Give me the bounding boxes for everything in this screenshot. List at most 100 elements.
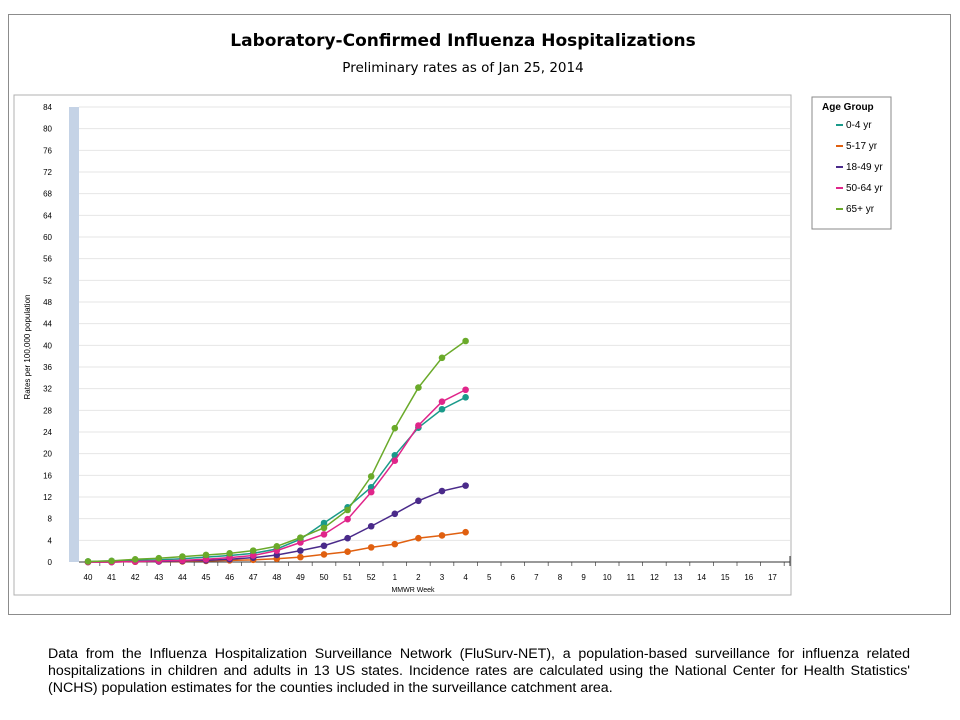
legend-title: Age Group: [822, 102, 874, 113]
legend-items: 0-4 yr 5-17 yr 18-49 yr 50-64 yr 65+ yr: [836, 120, 883, 215]
data-point: [367, 522, 375, 530]
data-point: [462, 528, 469, 536]
y-tick-label: 76: [43, 146, 52, 155]
series-65-yr: [84, 337, 469, 565]
data-point: [320, 551, 328, 558]
x-tick-label: 3: [440, 573, 445, 582]
data-point: [344, 506, 351, 514]
x-tick-label: 48: [272, 573, 281, 582]
x-tick-label: 11: [627, 573, 636, 582]
data-point: [415, 422, 422, 429]
chart-title: Laboratory-Confirmed Influenza Hospitali…: [230, 31, 696, 51]
x-axis-ticks: 40 41 42 43 44 45 46 47 48 49 50 51 52 1 2 3 4 5 6 7 8 9 10 11 1…: [84, 562, 785, 582]
data-point: [297, 553, 304, 561]
data-point: [84, 558, 92, 565]
data-point: [438, 487, 446, 495]
x-tick-label: 41: [107, 573, 116, 582]
x-tick-label: 40: [84, 573, 93, 582]
y-tick-label: 0: [48, 558, 53, 567]
data-point: [462, 394, 469, 401]
y-tick-label: 52: [43, 276, 52, 285]
series-group: [84, 337, 469, 566]
data-point: [320, 531, 328, 538]
legend-box: [811, 96, 892, 230]
y-tick-label: 8: [48, 515, 53, 524]
data-point: [249, 552, 257, 559]
x-tick-label: 44: [178, 573, 187, 582]
data-point: [344, 534, 351, 542]
x-tick-label: 13: [674, 573, 683, 582]
data-point: [391, 457, 399, 465]
legend-item-label: 18-49 yr: [846, 162, 883, 173]
data-point: [391, 540, 399, 548]
legend: Age Group 0-4 yr 5-17 yr 18-49 yr 50-64 yr 6…: [811, 96, 892, 230]
x-tick-label: 46: [225, 573, 234, 582]
grid: [79, 106, 790, 541]
data-point: [202, 551, 210, 559]
x-tick-label: 50: [320, 573, 329, 582]
y-axis-label: Rates per 100,000 population: [23, 295, 32, 400]
data-point: [367, 544, 375, 551]
data-point: [297, 539, 304, 546]
x-tick-label: 52: [367, 573, 376, 582]
data-point: [344, 548, 351, 556]
data-point: [438, 354, 446, 362]
x-tick-label: 7: [534, 573, 539, 582]
x-tick-label: 9: [581, 573, 586, 582]
data-point: [320, 524, 328, 532]
legend-item-label: 0-4 yr: [846, 120, 872, 131]
data-point: [367, 473, 375, 480]
x-tick-label: 10: [603, 573, 612, 582]
y-tick-label: 64: [43, 211, 52, 220]
data-point: [391, 424, 399, 432]
y-tick-label: 20: [43, 450, 52, 459]
data-point: [344, 515, 351, 523]
legend-item-label: 5-17 yr: [846, 141, 878, 152]
caption: Data from the Influenza Hospitalization …: [48, 646, 910, 696]
data-point: [108, 557, 115, 565]
y-tick-label: 44: [43, 320, 52, 329]
x-tick-label: 8: [558, 573, 563, 582]
x-tick-label: 17: [768, 573, 777, 582]
data-point: [391, 510, 399, 518]
x-tick-label: 1: [393, 573, 398, 582]
y-tick-label: 16: [43, 471, 52, 480]
y-tick-label: 12: [43, 493, 52, 502]
y-tick-label: 72: [43, 168, 52, 177]
y-tick-label: 48: [43, 298, 52, 307]
data-point: [226, 550, 233, 557]
x-tick-label: 5: [487, 573, 492, 582]
data-point: [462, 337, 469, 345]
x-tick-label: 15: [721, 573, 730, 582]
data-point: [155, 554, 163, 562]
x-tick-label: 14: [697, 573, 706, 582]
data-point: [297, 534, 304, 541]
x-tick-label: 51: [343, 573, 352, 582]
x-tick-label: 42: [131, 573, 140, 582]
x-tick-label: 45: [202, 573, 211, 582]
data-point: [415, 497, 422, 505]
data-point: [438, 532, 446, 539]
y-axis-band: [69, 107, 79, 562]
data-point: [438, 398, 446, 405]
legend-item-label: 50-64 yr: [846, 183, 883, 194]
x-tick-label: 12: [650, 573, 659, 582]
y-tick-label: 36: [43, 363, 52, 372]
x-tick-label: 4: [463, 573, 468, 582]
data-point: [320, 519, 328, 527]
chart-subtitle: Preliminary rates as of Jan 25, 2014: [342, 60, 584, 76]
y-tick-label: 68: [43, 190, 52, 199]
x-tick-label: 49: [296, 573, 305, 582]
y-axis-ticks: 8480767268646056524844403632282420161284…: [43, 103, 52, 567]
y-tick-label: 80: [43, 125, 52, 134]
x-tick-label: 6: [511, 573, 516, 582]
data-point: [367, 488, 375, 496]
y-tick-label: 40: [43, 341, 52, 350]
x-tick-label: 16: [744, 573, 753, 582]
x-tick-label: 2: [416, 573, 421, 582]
data-point: [415, 534, 422, 542]
x-tick-label: 43: [154, 573, 163, 582]
y-tick-label: 28: [43, 406, 52, 415]
data-point: [249, 547, 257, 554]
